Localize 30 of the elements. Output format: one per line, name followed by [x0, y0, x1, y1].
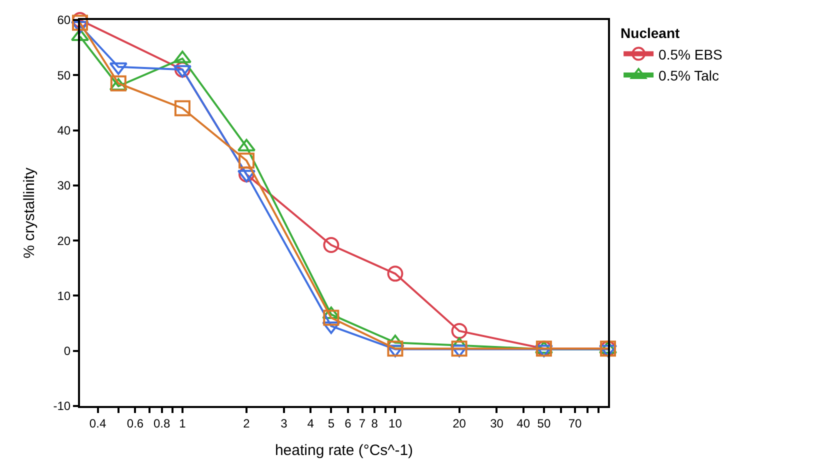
y-tick-label: -10 [53, 399, 71, 414]
x-tick-label: 5 [328, 416, 335, 430]
legend-title: Nucleant [620, 25, 680, 42]
y-tick-label: 0 [64, 344, 71, 358]
x-axis-title: heating rate (°Cs^-1) [274, 442, 414, 459]
x-tick-label: 50 [537, 416, 551, 430]
legend-label: 0.5% EBS [658, 46, 722, 62]
x-tick-label: 10 [388, 416, 402, 430]
x-tick-label: 3 [280, 416, 288, 430]
y-tick-label: 60 [57, 13, 71, 28]
legend-label: 0.5% Talc [658, 67, 720, 84]
x-tick-label: 1 [179, 416, 186, 430]
x-tick-label: 2 [243, 416, 250, 430]
x-tick-label: 4 [307, 416, 314, 430]
y-tick-label: 30 [57, 178, 71, 193]
x-tick-label: 40 [516, 416, 530, 430]
y-tick-label: 10 [57, 288, 71, 303]
y-tick-label: 50 [57, 68, 71, 82]
x-tick-label: 6 [344, 416, 352, 430]
x-tick-label: 30 [490, 416, 504, 430]
x-tick-label: 8 [371, 416, 378, 430]
x-tick-label: 7 [358, 416, 366, 430]
x-tick-label: 0.4 [89, 416, 106, 430]
x-tick-label: 0.8 [153, 416, 170, 430]
x-tick-label: 70 [568, 416, 582, 430]
x-tick-label: 0.6 [126, 416, 144, 430]
x-tick-label: 20 [452, 416, 466, 430]
y-axis-title: % crystallinity [21, 167, 38, 258]
y-tick-label: 20 [57, 234, 71, 248]
y-tick-label: 40 [57, 123, 71, 138]
